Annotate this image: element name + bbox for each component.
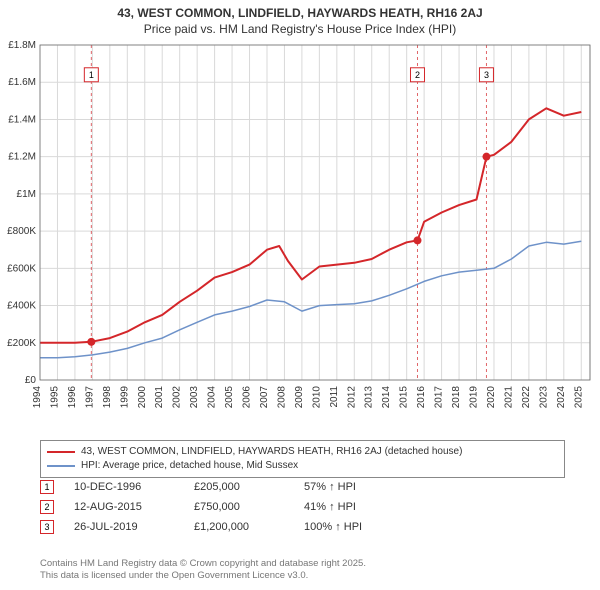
svg-text:2004: 2004: [207, 386, 218, 409]
svg-text:2005: 2005: [224, 386, 235, 409]
event-pct: 57% ↑ HPI: [304, 481, 356, 493]
svg-text:£0: £0: [25, 375, 37, 386]
event-marker: 1: [40, 480, 54, 494]
event-marker: 2: [40, 500, 54, 514]
chart-title-line1: 43, WEST COMMON, LINDFIELD, HAYWARDS HEA…: [0, 6, 600, 20]
svg-text:2017: 2017: [434, 386, 445, 409]
svg-text:2007: 2007: [259, 386, 270, 409]
chart-area: £0 £200K £400K £600K £800K £1M £1.2M £1.4M £1.6M…: [0, 40, 600, 430]
svg-text:2009: 2009: [294, 386, 305, 409]
svg-text:2011: 2011: [329, 386, 340, 408]
event-price: £750,000: [194, 501, 284, 513]
svg-text:2008: 2008: [276, 386, 287, 409]
events-table: 1 10-DEC-1996 £205,000 57% ↑ HPI 2 12-AUG-201…: [40, 480, 565, 540]
svg-text:1997: 1997: [84, 386, 95, 409]
chart-svg: £0 £200K £400K £600K £800K £1M £1.2M £1.4M £1.6M…: [0, 40, 600, 430]
svg-text:£400K: £400K: [7, 301, 36, 312]
svg-text:£1.4M: £1.4M: [8, 114, 36, 125]
svg-text:2002: 2002: [172, 386, 183, 409]
event-row: 1 10-DEC-1996 £205,000 57% ↑ HPI: [40, 480, 565, 494]
svg-text:2012: 2012: [346, 386, 357, 409]
svg-text:1996: 1996: [67, 386, 78, 409]
event-row: 2 12-AUG-2015 £750,000 41% ↑ HPI: [40, 500, 565, 514]
svg-text:£200K: £200K: [7, 338, 36, 349]
svg-text:2023: 2023: [538, 386, 549, 409]
event-price: £1,200,000: [194, 521, 284, 533]
credits: Contains HM Land Registry data © Crown c…: [40, 558, 366, 582]
svg-text:1998: 1998: [102, 386, 113, 409]
legend: 43, WEST COMMON, LINDFIELD, HAYWARDS HEA…: [40, 440, 565, 478]
svg-text:2024: 2024: [556, 386, 567, 409]
svg-text:2014: 2014: [381, 386, 392, 409]
svg-text:1: 1: [89, 70, 94, 80]
event-pct: 100% ↑ HPI: [304, 521, 362, 533]
event-date: 10-DEC-1996: [74, 481, 174, 493]
event-date: 12-AUG-2015: [74, 501, 174, 513]
svg-text:2: 2: [415, 70, 420, 80]
svg-text:1999: 1999: [119, 386, 130, 409]
legend-swatch: [47, 451, 75, 453]
svg-text:2006: 2006: [242, 386, 253, 409]
event-pct: 41% ↑ HPI: [304, 501, 356, 513]
svg-text:£1.2M: £1.2M: [8, 152, 36, 163]
legend-row: 43, WEST COMMON, LINDFIELD, HAYWARDS HEA…: [47, 445, 558, 459]
event-row: 3 26-JUL-2019 £1,200,000 100% ↑ HPI: [40, 520, 565, 534]
svg-text:£1M: £1M: [17, 189, 36, 200]
chart-title-line2: Price paid vs. HM Land Registry's House …: [0, 22, 600, 36]
event-price: £205,000: [194, 481, 284, 493]
legend-label: HPI: Average price, detached house, Mid …: [81, 459, 298, 473]
credits-line2: This data is licensed under the Open Gov…: [40, 570, 366, 582]
credits-line1: Contains HM Land Registry data © Crown c…: [40, 558, 366, 570]
legend-row: HPI: Average price, detached house, Mid …: [47, 459, 558, 473]
svg-text:3: 3: [484, 70, 489, 80]
svg-text:£600K: £600K: [7, 263, 36, 274]
svg-text:1995: 1995: [49, 386, 60, 409]
event-marker: 3: [40, 520, 54, 534]
svg-text:2013: 2013: [364, 386, 375, 409]
svg-text:1994: 1994: [32, 386, 43, 409]
svg-text:2003: 2003: [189, 386, 200, 409]
svg-text:£1.6M: £1.6M: [8, 77, 36, 88]
svg-text:2016: 2016: [416, 386, 427, 409]
svg-text:£800K: £800K: [7, 226, 36, 237]
svg-text:2000: 2000: [137, 386, 148, 409]
svg-text:2001: 2001: [154, 386, 165, 409]
legend-swatch: [47, 465, 75, 467]
svg-text:£1.8M: £1.8M: [8, 40, 36, 51]
svg-text:2025: 2025: [573, 386, 584, 409]
svg-text:2015: 2015: [399, 386, 410, 409]
svg-text:2010: 2010: [311, 386, 322, 409]
legend-label: 43, WEST COMMON, LINDFIELD, HAYWARDS HEA…: [81, 445, 462, 459]
svg-text:2022: 2022: [521, 386, 532, 409]
svg-text:2018: 2018: [451, 386, 462, 409]
svg-text:2020: 2020: [486, 386, 497, 409]
event-date: 26-JUL-2019: [74, 521, 174, 533]
svg-text:2019: 2019: [469, 386, 480, 409]
svg-text:2021: 2021: [503, 386, 514, 409]
